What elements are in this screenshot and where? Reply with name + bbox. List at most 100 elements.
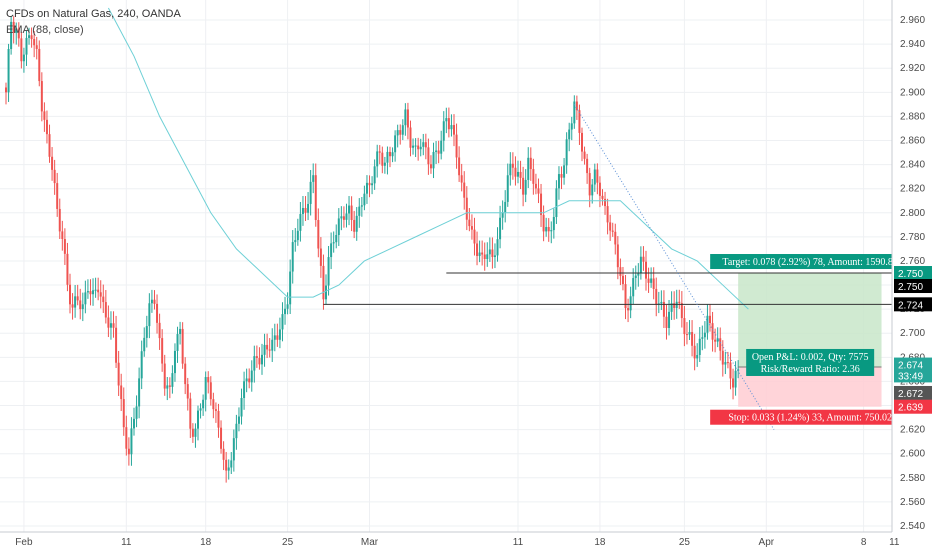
candle-body xyxy=(394,135,397,153)
candle-body xyxy=(391,152,394,157)
candle-body xyxy=(698,338,701,356)
candle-body xyxy=(378,151,381,153)
candle-body xyxy=(501,212,504,218)
candle-body xyxy=(719,338,722,351)
candle-body xyxy=(225,459,228,471)
price-tick-label: 2.960 xyxy=(900,15,925,26)
candle-body xyxy=(619,267,622,276)
price-tag-bg xyxy=(894,297,932,312)
candle-body xyxy=(232,438,235,461)
candle-body xyxy=(491,249,494,257)
candle-body xyxy=(545,227,548,232)
candle-body xyxy=(591,184,594,196)
price-tick-label: 2.700 xyxy=(900,328,925,339)
candle-body xyxy=(81,304,84,310)
time-tick-label: Feb xyxy=(15,537,33,548)
candle-body xyxy=(140,351,143,379)
candle-body xyxy=(709,315,711,324)
candle-body xyxy=(703,332,706,338)
candle-body xyxy=(314,175,317,220)
candle-body xyxy=(28,35,31,38)
candle-body xyxy=(683,318,686,335)
candle-body xyxy=(570,123,573,130)
candle-body xyxy=(342,216,345,220)
candle-body xyxy=(458,157,461,176)
candle-body xyxy=(173,350,176,374)
price-tag-text: 2.750 xyxy=(898,282,923,293)
candle-body xyxy=(499,217,502,240)
candle-body xyxy=(240,398,243,417)
candle-body xyxy=(20,38,23,62)
candle-body xyxy=(122,399,125,428)
candle-body xyxy=(383,162,386,166)
candle-body xyxy=(171,373,174,387)
candle-body xyxy=(337,218,340,235)
candle-body xyxy=(414,145,417,147)
candle-body xyxy=(483,254,486,260)
candle-body xyxy=(176,334,179,351)
candle-body xyxy=(340,216,343,219)
candle-body xyxy=(437,150,440,154)
candle-body xyxy=(117,362,120,386)
candle-body xyxy=(120,385,123,400)
candle-body xyxy=(540,193,543,215)
candle-body xyxy=(419,146,422,150)
entry-label-text: Risk/Reward Ratio: 2.36 xyxy=(761,364,860,375)
candle-body xyxy=(468,219,471,227)
candle-body xyxy=(161,338,164,364)
candle-body xyxy=(488,249,491,255)
candle-body xyxy=(673,303,676,308)
candle-body xyxy=(330,243,333,258)
candle-body xyxy=(115,327,118,363)
candle-body xyxy=(127,448,130,455)
price-tick-label: 2.820 xyxy=(900,184,925,195)
candle-body xyxy=(107,317,110,328)
candle-body xyxy=(273,335,276,340)
candle-body xyxy=(363,193,366,206)
price-tag: 2.674 xyxy=(894,357,932,372)
candle-body xyxy=(581,132,583,152)
candle-body xyxy=(578,110,581,133)
candle-body xyxy=(133,418,135,429)
candle-body xyxy=(481,252,484,255)
candle-body xyxy=(680,303,683,319)
entry-label-bg xyxy=(746,348,875,376)
candle-body xyxy=(179,328,182,335)
target-label: Target: 0.078 (2.92%) 78, Amount: 1590.8… xyxy=(710,254,911,270)
candle-body xyxy=(71,304,74,308)
candle-body xyxy=(696,355,699,359)
candle-body xyxy=(721,350,724,365)
price-tag-text: 2.674 xyxy=(898,361,923,372)
candle-body xyxy=(130,428,133,455)
candle-body xyxy=(465,197,468,220)
candle-body xyxy=(271,339,274,351)
candle-body xyxy=(214,409,217,411)
candle-body xyxy=(368,182,371,186)
candle-body xyxy=(693,345,696,359)
candle-body xyxy=(355,215,358,232)
symbol-title: CFDs on Natural Gas, 240, OANDA xyxy=(6,8,181,20)
time-tick-label: 25 xyxy=(282,537,294,548)
price-tag-bg xyxy=(894,368,932,383)
candle-body xyxy=(632,278,635,297)
price-tag-bg xyxy=(894,399,932,414)
candle-body xyxy=(112,323,115,328)
candle-body xyxy=(163,363,166,389)
candle-body xyxy=(109,323,112,328)
candle-body xyxy=(734,370,737,388)
candle-body xyxy=(191,428,194,437)
candle-body xyxy=(194,428,197,437)
candle-body xyxy=(604,198,607,207)
candle-body xyxy=(660,301,663,304)
price-tag-bg xyxy=(894,279,932,294)
candle-body xyxy=(637,273,640,276)
candle-body xyxy=(74,296,77,308)
candle-body xyxy=(373,166,376,184)
candle-body xyxy=(470,226,473,230)
candle-body xyxy=(230,460,233,468)
chart-legend: CFDs on Natural Gas, 240, OANDA EMA (88,… xyxy=(6,6,181,38)
price-tick-label: 2.780 xyxy=(900,232,925,243)
candle-body xyxy=(706,315,709,333)
